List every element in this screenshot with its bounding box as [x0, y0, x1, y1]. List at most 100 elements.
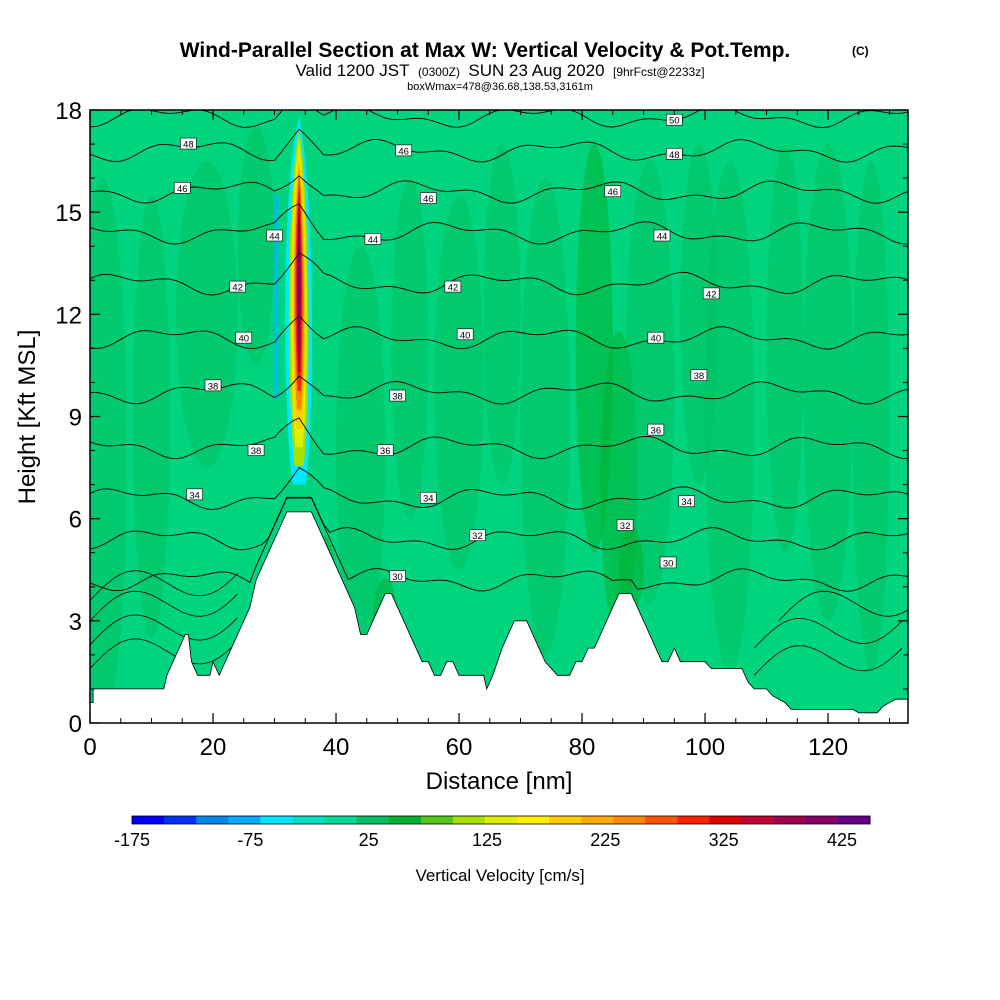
updraft-streak — [391, 178, 429, 519]
contour-label-text: 38 — [208, 381, 219, 392]
updraft-streak — [766, 144, 804, 553]
contour-label-text: 30 — [663, 558, 674, 569]
theta-contour-line — [90, 496, 908, 551]
theta-contour-line — [90, 128, 908, 163]
updraft-streak — [434, 195, 484, 570]
contour-label: 34 — [186, 488, 203, 501]
valid-date: SUN 23 Aug 2020 — [468, 61, 604, 80]
updraft-streak — [133, 195, 170, 638]
contour-label-text: 50 — [669, 116, 680, 127]
theta-contour-line — [90, 203, 908, 245]
updraft-streak — [618, 527, 644, 613]
contour-labels: 48 46 46 46 46 48 50 44 44 44 42 42 42 40 40 40 38 38 38 38… — [173, 113, 720, 583]
y-tick-label: 12 — [55, 302, 82, 329]
colorbar: -175 -75 25 125 225 325 425 — [114, 815, 871, 850]
contour-label-text: 32 — [472, 531, 483, 542]
contour-label: 38 — [204, 379, 222, 392]
x-tick-label: 120 — [808, 734, 848, 761]
colorbar-tick-label: 25 — [359, 830, 379, 850]
contour-label-text: 42 — [232, 283, 243, 294]
contour-label: 40 — [235, 331, 253, 345]
low-level-contour — [753, 645, 903, 676]
contour-label: 36 — [376, 444, 394, 457]
contour-label: 44 — [653, 229, 671, 243]
contour-label: 46 — [395, 144, 412, 157]
contour-label: 50 — [665, 113, 683, 127]
valid-time-line: Valid 1200 JST (0300Z) SUN 23 Aug 2020 [… — [295, 61, 704, 80]
contour-label: 46 — [173, 182, 191, 195]
y-tick-label: 3 — [69, 609, 82, 636]
updraft-streak — [90, 178, 127, 723]
y-tick-label: 15 — [55, 200, 82, 227]
contour-label-text: 40 — [651, 334, 662, 345]
colorbar-swatch — [517, 816, 550, 824]
contour-label-text: 46 — [607, 187, 618, 198]
box-info: boxWmax=478@36.68,138.53,3161m — [407, 81, 593, 93]
contour-label: 40 — [456, 328, 474, 341]
colorbar-tick-label: 125 — [472, 830, 502, 850]
contour-label: 48 — [665, 147, 683, 161]
y-axis-label: Height [Kft MSL] — [14, 330, 41, 505]
contour-label: 32 — [469, 529, 486, 542]
theta-contour-line — [90, 175, 908, 204]
colorbar-swatch — [549, 816, 582, 824]
copyright-mark: (C) — [852, 44, 869, 58]
colorbar-swatch — [452, 816, 486, 824]
colorbar-tick-label: -175 — [114, 830, 150, 850]
y-tick-label: 0 — [69, 711, 82, 738]
contour-label: 38 — [389, 389, 406, 403]
contour-label-text: 48 — [669, 150, 680, 161]
colorbar-swatch — [388, 816, 422, 824]
contour-label: 34 — [419, 491, 437, 505]
contour-label-text: 44 — [368, 235, 379, 246]
updraft-streak — [705, 161, 755, 672]
contour-label-text: 46 — [398, 146, 409, 157]
colorbar-swatch — [741, 816, 775, 824]
contour-label-text: 36 — [651, 426, 662, 437]
contour-label: 44 — [364, 233, 382, 246]
contour-label: 48 — [180, 137, 197, 151]
theta-contour-line — [90, 417, 908, 460]
updraft-streak — [803, 144, 853, 621]
contour-label: 40 — [647, 331, 665, 345]
contour-label: 30 — [659, 556, 677, 569]
contour-label: 34 — [678, 495, 695, 508]
contour-label-text: 36 — [380, 446, 391, 457]
theta-contour-line — [90, 497, 908, 592]
contour-label-text: 38 — [392, 392, 403, 403]
y-tick-label: 18 — [55, 98, 82, 125]
contour-label-text: 30 — [392, 572, 403, 583]
colorbar-swatch — [484, 816, 518, 824]
x-tick-label: 20 — [200, 734, 227, 761]
contour-label: 38 — [690, 369, 708, 382]
low-level-contour — [90, 570, 238, 601]
colorbar-tick-label: 225 — [590, 830, 620, 850]
contour-label-text: 40 — [460, 330, 471, 341]
theta-contour-line — [90, 375, 908, 405]
colorbar-swatch — [677, 816, 711, 824]
colorbar-swatch — [581, 816, 614, 824]
velocity-field: 48 46 46 46 46 48 50 44 44 44 42 42 42 40 40 40 38 38 38 38… — [90, 110, 908, 723]
low-level-contour — [778, 590, 908, 622]
y-tick-label: 9 — [69, 405, 82, 432]
colorbar-swatch — [773, 816, 807, 824]
contour-label-text: 34 — [681, 497, 692, 508]
contour-label-text: 32 — [620, 521, 631, 532]
colorbar-tick-label: -75 — [237, 830, 263, 850]
contour-label-text: 34 — [189, 490, 200, 501]
valid-utc: (0300Z) — [418, 65, 460, 79]
contour-label-text: 38 — [694, 371, 705, 382]
low-level-contour — [753, 617, 903, 649]
colorbar-tick-label: 425 — [827, 830, 857, 850]
x-tick-label: 40 — [323, 734, 350, 761]
colorbar-swatch — [196, 816, 229, 824]
contour-label: 32 — [616, 519, 634, 532]
contour-label-text: 34 — [423, 494, 434, 505]
contour-label: 30 — [389, 570, 406, 583]
updraft-streak — [852, 161, 890, 672]
y-tick-label: 6 — [69, 507, 82, 534]
contour-label-text: 46 — [177, 184, 188, 195]
low-level-contour — [90, 590, 238, 622]
colorbar-tick-label: 325 — [709, 830, 739, 850]
colorbar-swatch — [324, 816, 358, 824]
